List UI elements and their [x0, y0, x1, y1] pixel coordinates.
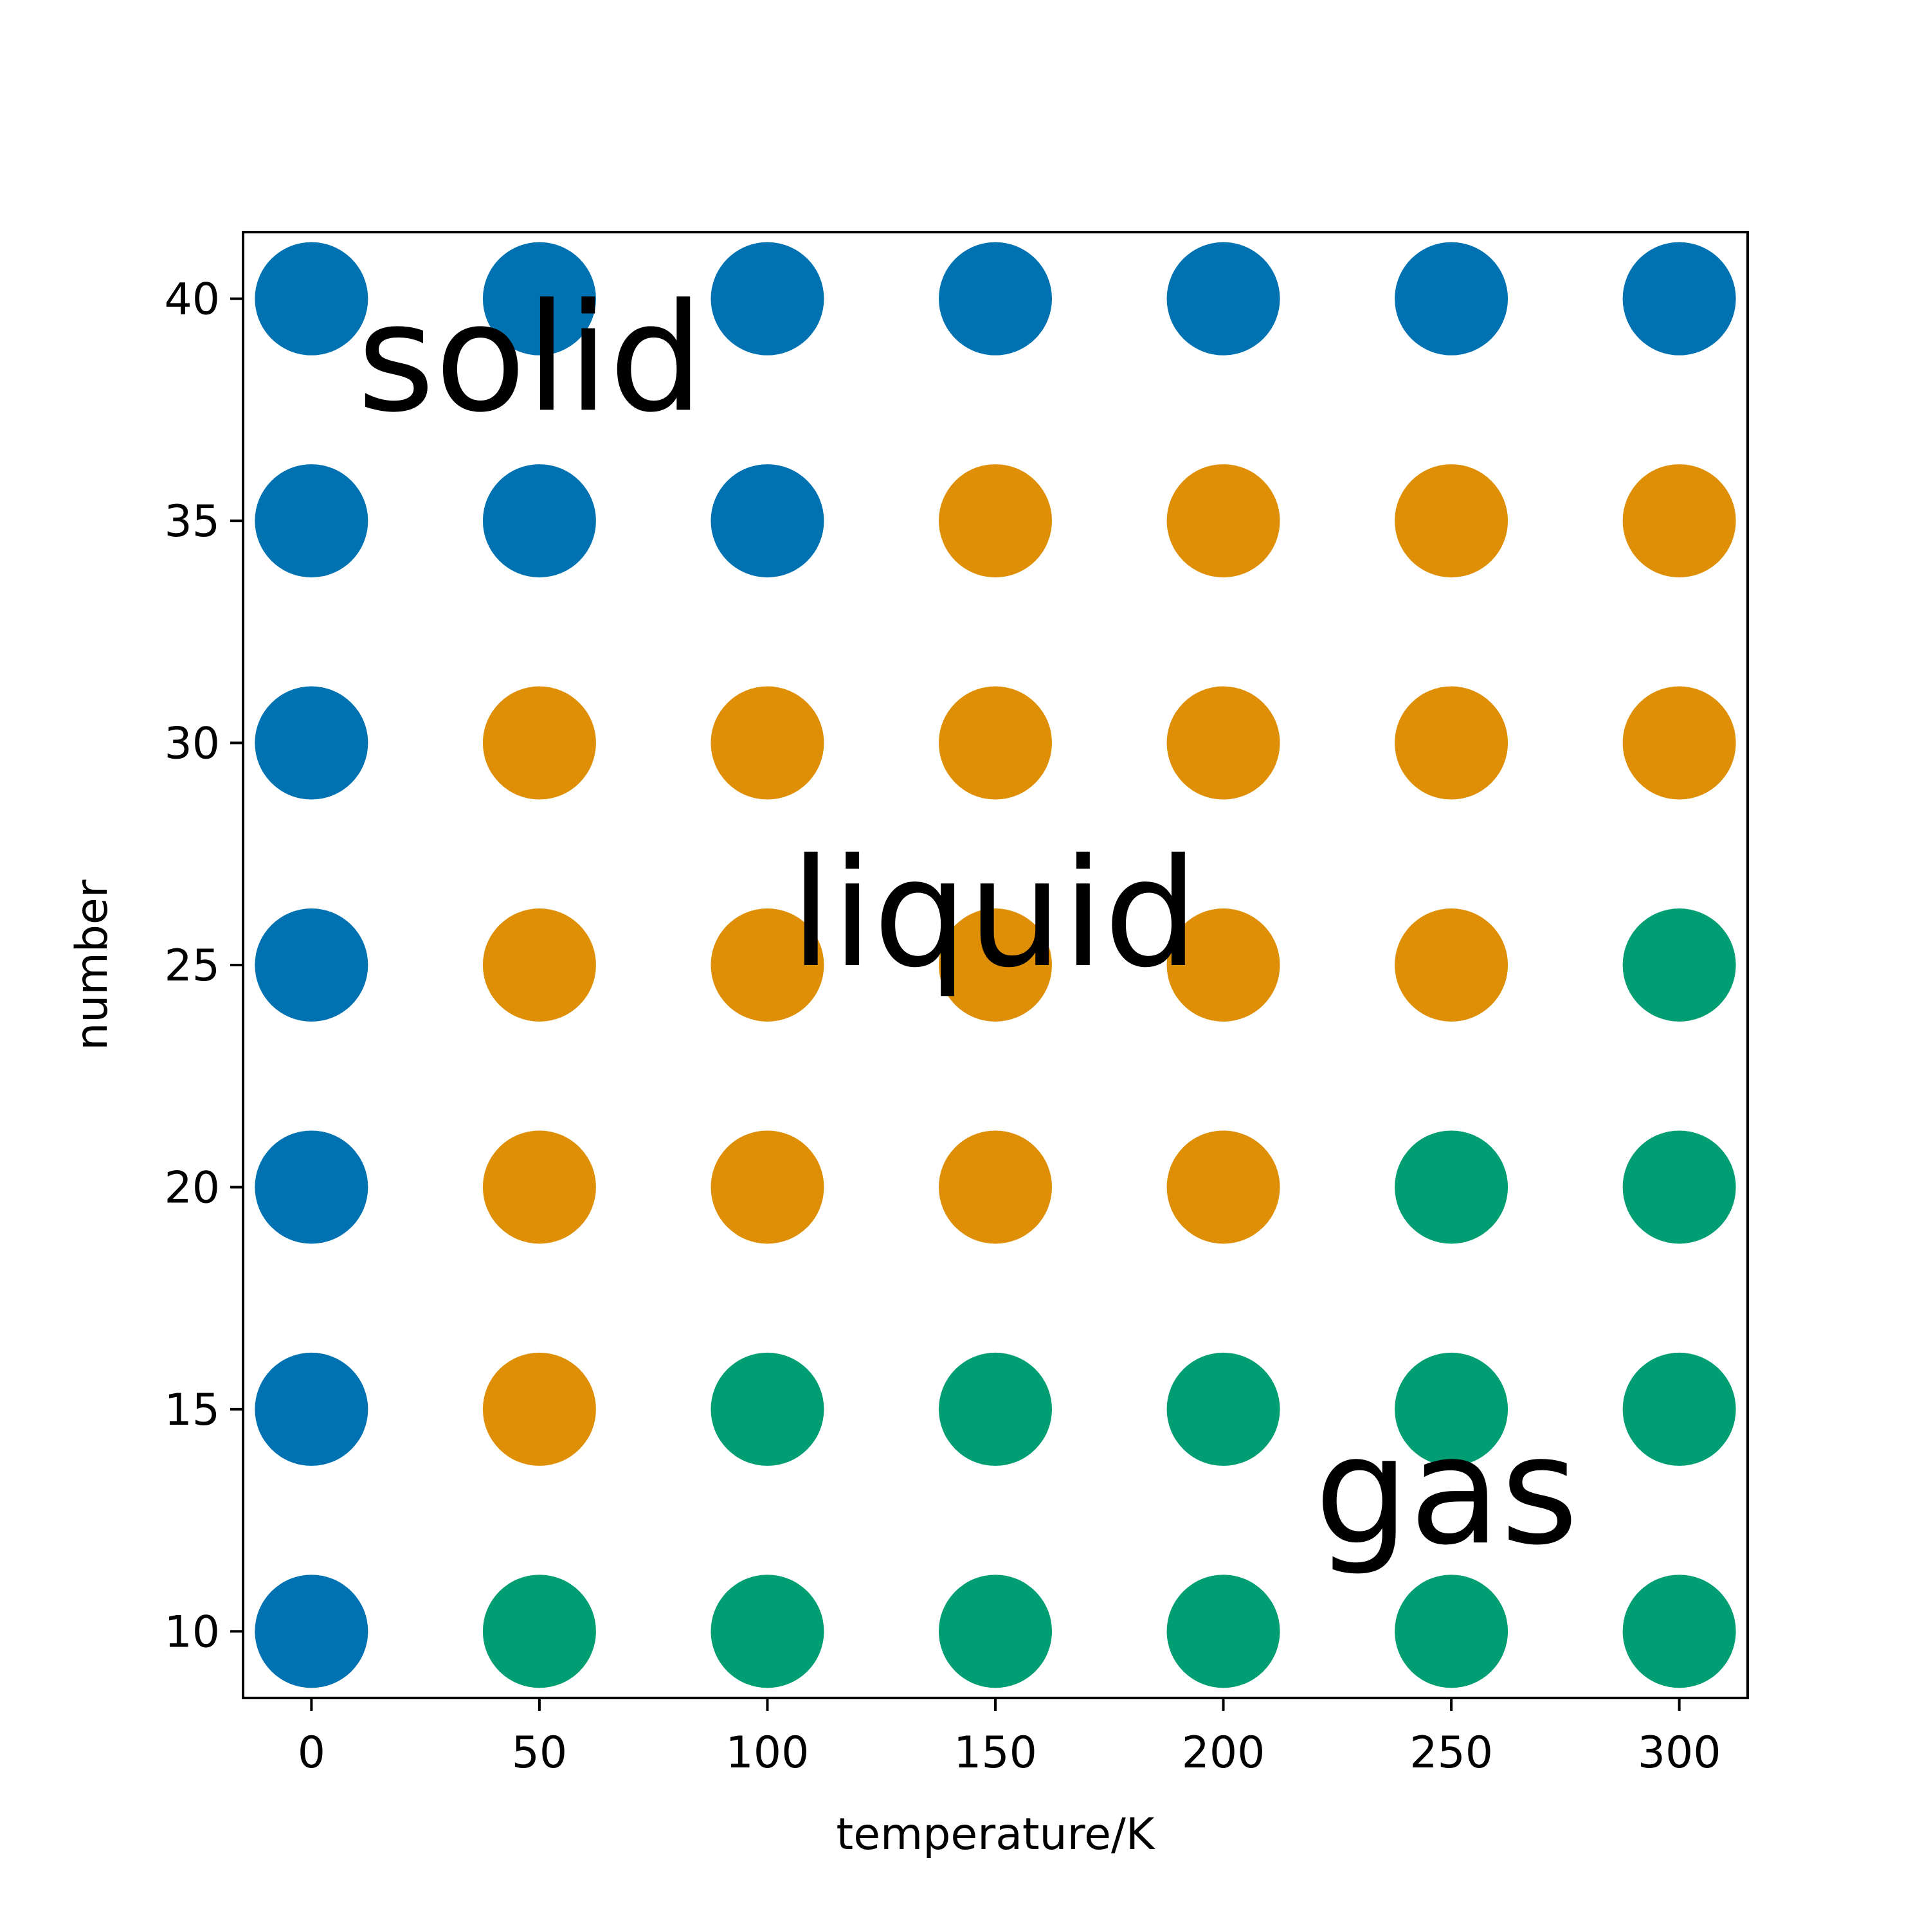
- point-liquid-300-30: [1622, 686, 1736, 800]
- point-solid-50-40: [482, 242, 596, 356]
- point-liquid-200-25: [1166, 908, 1280, 1022]
- point-gas-150-15: [939, 1352, 1052, 1466]
- point-gas-300-20: [1622, 1130, 1736, 1244]
- point-solid-150-40: [939, 242, 1052, 356]
- point-liquid-50-25: [482, 908, 596, 1022]
- point-gas-250-15: [1395, 1352, 1508, 1466]
- y-tick-label: 10: [164, 1607, 220, 1657]
- point-liquid-100-20: [711, 1130, 824, 1244]
- annotation-gas: gas: [1314, 1404, 1578, 1578]
- point-liquid-200-35: [1166, 464, 1280, 578]
- point-gas-200-15: [1166, 1352, 1280, 1466]
- point-solid-0-25: [255, 908, 368, 1022]
- x-tick-label: 250: [1409, 1728, 1493, 1778]
- point-liquid-50-20: [482, 1130, 596, 1244]
- y-tick-label: 40: [164, 275, 220, 325]
- point-solid-50-35: [482, 464, 596, 578]
- point-liquid-250-25: [1395, 908, 1508, 1022]
- point-liquid-300-35: [1622, 464, 1736, 578]
- point-solid-250-40: [1395, 242, 1508, 356]
- point-solid-0-35: [255, 464, 368, 578]
- point-solid-0-20: [255, 1130, 368, 1244]
- point-liquid-250-35: [1395, 464, 1508, 578]
- point-solid-0-15: [255, 1352, 368, 1466]
- point-liquid-150-35: [939, 464, 1052, 578]
- point-gas-250-10: [1395, 1575, 1508, 1688]
- point-liquid-200-20: [1166, 1130, 1280, 1244]
- point-gas-250-20: [1395, 1130, 1508, 1244]
- point-gas-100-10: [711, 1575, 824, 1688]
- points-layer: [255, 242, 1736, 1688]
- x-tick-label: 50: [512, 1728, 568, 1778]
- point-solid-0-30: [255, 686, 368, 800]
- point-liquid-150-30: [939, 686, 1052, 800]
- point-solid-300-40: [1622, 242, 1736, 356]
- point-solid-0-10: [255, 1575, 368, 1688]
- y-tick-label: 20: [164, 1162, 220, 1213]
- point-liquid-100-30: [711, 686, 824, 800]
- point-gas-150-10: [939, 1575, 1052, 1688]
- y-tick-label: 30: [164, 719, 220, 770]
- x-tick-label: 100: [726, 1728, 810, 1778]
- point-liquid-200-30: [1166, 686, 1280, 800]
- y-axis: 10 15 20 25 30 35 40: [164, 275, 243, 1657]
- y-axis-label: number: [67, 880, 118, 1050]
- point-gas-100-15: [711, 1352, 824, 1466]
- point-solid-100-35: [711, 464, 824, 578]
- point-liquid-100-25: [711, 908, 824, 1022]
- point-gas-300-25: [1622, 908, 1736, 1022]
- annotation-liquid: liquid: [790, 827, 1199, 1000]
- point-liquid-150-25: [939, 908, 1052, 1022]
- point-solid-200-40: [1166, 242, 1280, 356]
- point-solid-100-40: [711, 242, 824, 356]
- y-tick-label: 15: [164, 1385, 220, 1436]
- point-solid-0-40: [255, 242, 368, 356]
- point-liquid-50-15: [482, 1352, 596, 1466]
- point-gas-300-10: [1622, 1575, 1736, 1688]
- x-tick-label: 150: [954, 1728, 1037, 1778]
- y-tick-label: 25: [164, 941, 220, 991]
- point-gas-200-10: [1166, 1575, 1280, 1688]
- x-axis: 0 50 100 150 200 250 300: [298, 1698, 1721, 1778]
- point-liquid-150-20: [939, 1130, 1052, 1244]
- y-tick-label: 35: [164, 496, 220, 547]
- point-liquid-50-30: [482, 686, 596, 800]
- annotation-solid: solid: [357, 271, 703, 445]
- annotation-layer: solid liquid gas: [357, 271, 1578, 1578]
- x-tick-label: 300: [1638, 1728, 1721, 1778]
- x-axis-label: temperature/K: [837, 1809, 1156, 1860]
- point-gas-300-15: [1622, 1352, 1736, 1466]
- x-tick-label: 200: [1182, 1728, 1265, 1778]
- point-gas-50-10: [482, 1575, 596, 1688]
- x-tick-label: 0: [298, 1728, 325, 1778]
- point-liquid-250-30: [1395, 686, 1508, 800]
